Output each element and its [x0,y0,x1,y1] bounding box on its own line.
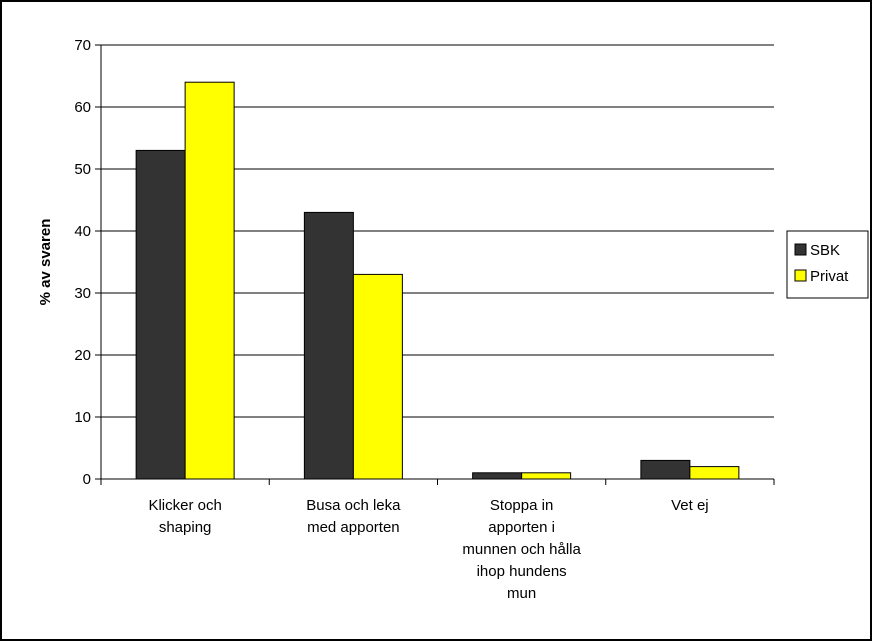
y-tick-label-50: 50 [74,161,91,178]
x-category-label-line: Stoppa in [490,497,553,514]
x-category-label-line: Vet ej [671,497,709,514]
x-category-label-line: med apporten [307,519,400,536]
x-category-label-line: ihop hundens [477,563,567,580]
x-category-label-line: Busa och leka [306,497,401,514]
legend-box [786,230,869,299]
bar-sbk-0 [135,149,186,480]
x-category-label-0: Klicker och shaping [148,497,221,536]
x-category-label-line: munnen och hålla [462,541,581,558]
bar-privat-2 [521,472,572,480]
bar-sbk-2 [472,472,523,480]
x-category-label-line: mun [507,585,536,602]
legend-swatch-sbk [794,243,807,256]
x-category-label-line: apporten i [488,519,555,536]
x-category-label-1: Busa och leka med apporten [306,497,401,536]
bar-sbk-3 [640,459,691,480]
y-tick-label-0: 0 [83,471,91,488]
x-category-labels: Klicker och shaping Busa och leka med appor… [148,497,708,602]
y-tick-label-30: 30 [74,285,91,302]
y-tick-label-70: 70 [74,37,91,54]
bar-sbk-1 [303,211,354,480]
y-tick-labels: 0 10 20 30 40 50 60 70 [74,37,91,488]
x-category-label-line: shaping [159,519,212,536]
axes [95,44,775,485]
x-category-label-line: Klicker och [148,497,221,514]
y-tick-label-20: 20 [74,347,91,364]
x-category-label-2: Stoppa in apporten i munnen och hålla ihop … [462,497,581,602]
y-tick-label-40: 40 [74,223,91,240]
legend-swatch-privat [794,269,807,282]
y-axis-title: % av svaren [37,219,54,306]
y-tick-label-10: 10 [74,409,91,426]
bar-privat-1 [352,273,403,480]
legend-label-privat: Privat [810,268,849,285]
bars [135,81,740,480]
legend-label-sbk: SBK [810,242,840,259]
bar-privat-3 [689,466,740,480]
y-tick-label-60: 60 [74,99,91,116]
bar-privat-0 [184,81,235,480]
legend: SBK Privat [786,230,869,299]
x-category-label-3: Vet ej [671,497,709,514]
